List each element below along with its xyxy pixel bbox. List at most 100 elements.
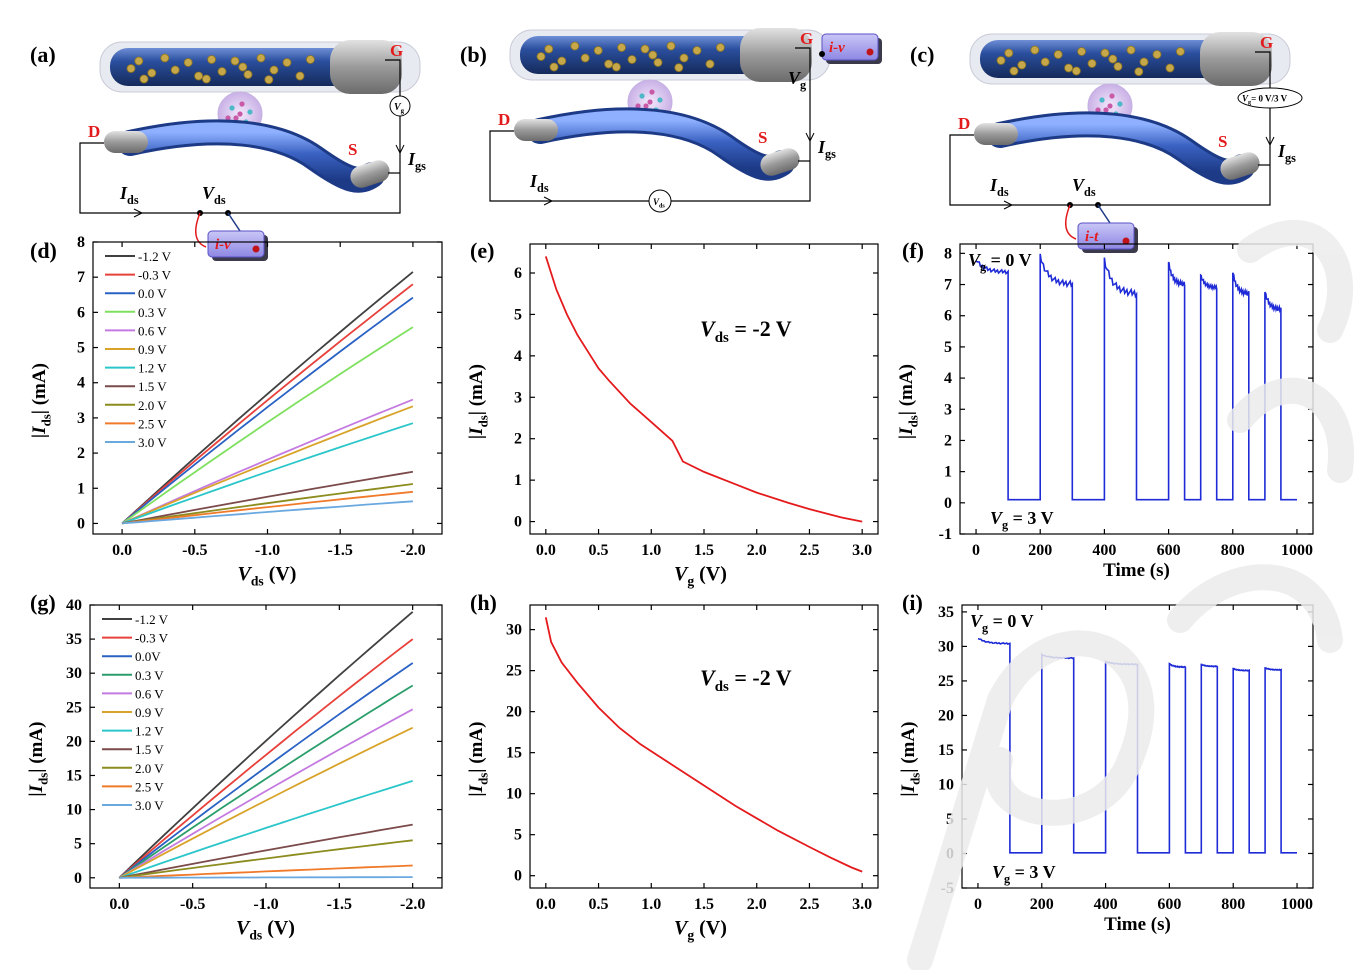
y-axis-label: |Ids| (mA) <box>898 722 922 797</box>
panel-label: (i) <box>902 590 923 615</box>
legend-entry: 0.0V <box>135 649 161 664</box>
legend-entry: 0.6 V <box>138 323 167 338</box>
y-tick-label: 25 <box>506 663 522 680</box>
schematic-c: G D S Igs Ids Vg= 0 V/3 V Vds i-t (c) <box>910 32 1303 253</box>
legend-entry: -1.2 V <box>135 612 169 627</box>
gate-off-annotation: Vg = 3 V <box>990 508 1054 532</box>
ion <box>233 115 239 121</box>
meter-knob <box>252 245 260 253</box>
x-tick-label: -0.5 <box>182 542 207 559</box>
nanoparticle <box>1077 47 1086 56</box>
nanoparticle <box>1087 59 1097 68</box>
plot-frame <box>529 604 879 889</box>
y-tick-label: 10 <box>506 786 522 803</box>
series-line-0 <box>544 617 863 873</box>
y-axis-label: |Ids| (mA) <box>466 364 490 439</box>
y-tick-label: 10 <box>66 802 82 819</box>
gate-contact <box>740 28 812 82</box>
x-tick-label: -1.0 <box>253 896 278 913</box>
nanoparticle <box>1040 57 1050 67</box>
legend-entry: 1.5 V <box>138 379 167 394</box>
schematic-a: G D S Igs Ids Vg Vds i-v (a) <box>30 40 426 261</box>
x-tick-label: 1.5 <box>694 896 714 913</box>
plot-area <box>544 256 863 523</box>
x-tick-label: -2.0 <box>400 542 425 559</box>
y-tick-label: 10 <box>938 776 954 793</box>
x-axis-label: Time (s) <box>1103 560 1170 581</box>
ion <box>225 115 231 121</box>
ion <box>247 109 253 115</box>
x-axis-label: Vds (V) <box>236 917 295 943</box>
drain-voltage-source <box>648 189 672 213</box>
series-line-10 <box>122 500 413 525</box>
meter <box>207 230 265 258</box>
ion <box>239 101 245 107</box>
nanoparticle <box>1004 48 1014 58</box>
drain-source-symbol: Vds <box>653 197 665 210</box>
meter-label: i-t <box>1085 229 1099 245</box>
y-tick-label: 15 <box>506 745 522 762</box>
y-tick-label: 1 <box>944 464 952 481</box>
legend-entry: 2.0 V <box>135 761 164 776</box>
y-tick-label: 8 <box>944 245 952 262</box>
nanoparticle <box>570 41 580 51</box>
gate-terminal-label: G <box>1260 33 1273 52</box>
chart-g: 0.0 -0.5 -1.0 -1.5 -2.0 0 5 10 15 20 25 30 35 40 Vds (… <box>26 590 443 943</box>
y-tick-label: 3 <box>514 389 522 406</box>
y-tick-label: 1 <box>514 472 522 489</box>
source-contact <box>1220 152 1260 180</box>
plot-area <box>544 617 863 873</box>
series-line-1 <box>118 638 414 879</box>
gate-on-annotation: Vg = 0 V <box>968 250 1032 274</box>
condition-annotation: Vds = -2 V <box>700 665 792 695</box>
nanoparticle <box>243 70 253 79</box>
x-tick-label: 400 <box>1094 896 1118 913</box>
series-line-9 <box>119 864 413 879</box>
nanoparticle <box>604 59 613 69</box>
vds-label: Vds <box>202 183 226 207</box>
chart-e: 0.0 0.5 1.0 1.5 2.0 2.5 3.0 0 1 2 3 4 5 6 Vg (V) |Ids| … <box>466 238 879 589</box>
plot-frame <box>529 243 879 535</box>
x-tick-label: 600 <box>1157 896 1181 913</box>
gate-fiber <box>110 48 390 86</box>
series-line-5 <box>118 726 414 879</box>
series-line-8 <box>119 839 413 879</box>
current-time-trace <box>975 253 1297 501</box>
chart-i: 0 200 400 600 800 1000 -5 0 5 10 15 20 25 30 35 Time (s… <box>898 590 1314 935</box>
y-tick-label: 2 <box>944 432 952 449</box>
ion <box>1095 107 1101 113</box>
source-terminal-label: S <box>1218 132 1227 151</box>
nanoparticle <box>593 46 603 55</box>
y-tick-label: 4 <box>514 348 522 365</box>
y-axis-label: |Ids| (mA) <box>29 363 53 438</box>
x-tick-label: 0.0 <box>536 542 556 559</box>
legend-entry: 3.0 V <box>138 435 167 450</box>
y-tick-label: 25 <box>66 699 82 716</box>
legend-entry: 1.2 V <box>138 361 167 376</box>
y-tick-label: 6 <box>944 308 952 325</box>
igs-label: Igs <box>817 137 836 161</box>
channel-wire <box>530 110 792 178</box>
ion <box>1117 101 1123 107</box>
series-line-9 <box>122 490 413 525</box>
series-line-8 <box>121 483 414 525</box>
nanoparticle <box>269 65 279 75</box>
y-tick-label: 5 <box>77 340 85 357</box>
legend-entry: 0.0 V <box>138 286 167 301</box>
series-line-0 <box>118 611 414 879</box>
y-tick-label: -5 <box>941 880 954 897</box>
y-tick-label: 30 <box>66 665 82 682</box>
series-line-6 <box>121 422 414 525</box>
nanoparticle <box>557 56 567 66</box>
x-tick-label: 2.5 <box>799 542 819 559</box>
y-tick-label: 15 <box>66 767 82 784</box>
panel-label: (b) <box>460 42 487 67</box>
gate-voltage-source <box>1237 87 1303 109</box>
y-tick-label: 20 <box>938 707 954 724</box>
nanoparticle <box>170 65 180 75</box>
nanoparticle <box>674 63 684 72</box>
ion <box>643 103 649 109</box>
y-tick-label: 5 <box>514 306 522 323</box>
igs-label: Igs <box>1277 141 1296 165</box>
nanoparticle <box>230 56 240 66</box>
